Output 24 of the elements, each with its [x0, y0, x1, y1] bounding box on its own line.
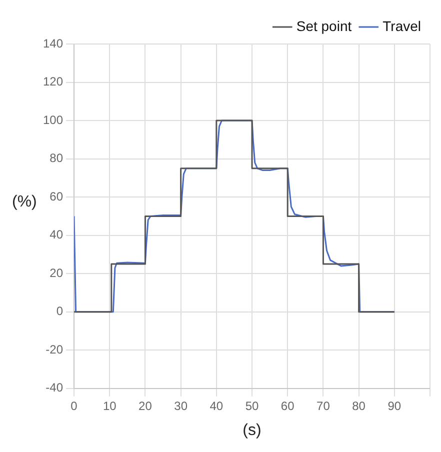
x-tick-label: 90 [388, 398, 402, 413]
y-tick-label: 0 [56, 304, 64, 318]
legend-label: Set point [296, 18, 352, 34]
y-tick-label: 100 [42, 112, 64, 127]
legend-label: Travel [382, 18, 422, 34]
x-tick-label: 50 [245, 398, 260, 413]
y-tick-label: 20 [50, 266, 64, 280]
x-tick-label: 70 [316, 398, 330, 413]
x-axis-title: (s) [242, 422, 262, 439]
x-tick-label: 10 [102, 398, 117, 413]
x-tick-label: 0 [70, 398, 78, 413]
x-tick-label: 40 [210, 398, 224, 413]
y-tick-label: 120 [42, 74, 64, 89]
y-tick-label: -40 [46, 380, 64, 395]
y-tick-label: 80 [50, 151, 64, 166]
y-tick-label: -20 [46, 342, 64, 356]
y-tick-label: 40 [50, 228, 64, 242]
y-axis-title: (%) [12, 194, 37, 211]
y-tick-label: 140 [42, 36, 64, 50]
x-tick-label: 30 [174, 398, 188, 413]
x-tick-label: 20 [138, 398, 152, 413]
x-tick-label: 80 [352, 398, 366, 413]
x-tick-label: 60 [280, 398, 295, 413]
y-tick-label: 60 [50, 189, 64, 204]
